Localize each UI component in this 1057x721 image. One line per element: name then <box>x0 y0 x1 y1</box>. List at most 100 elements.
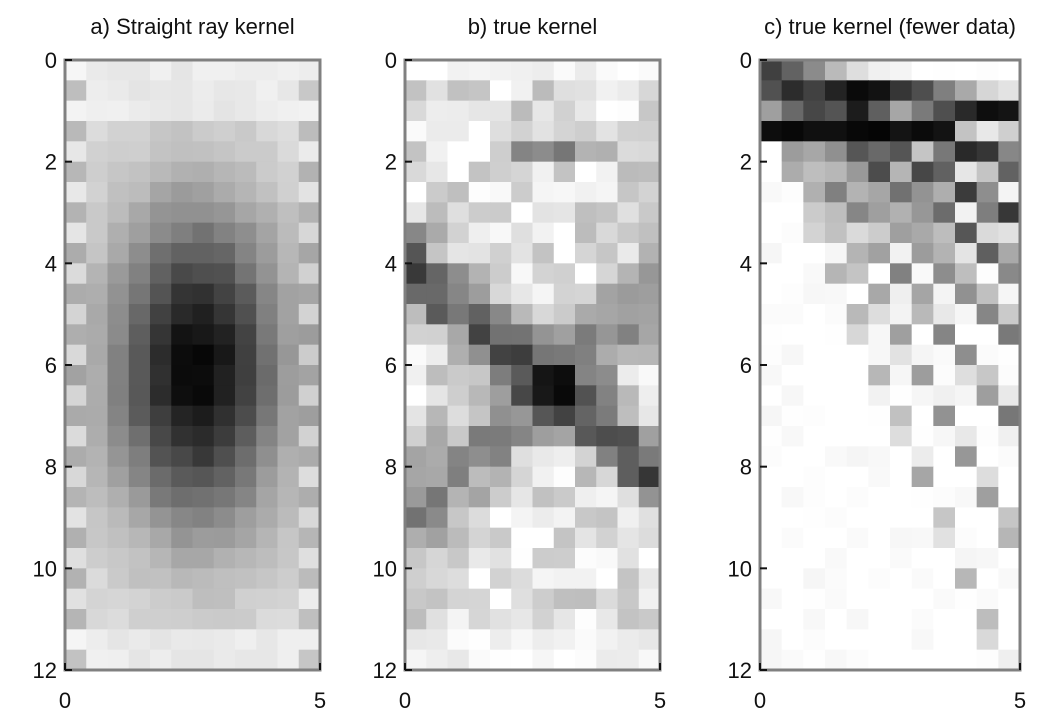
heatmap-cell <box>781 283 804 305</box>
heatmap-cell <box>128 507 151 529</box>
heatmap-cell <box>468 507 491 529</box>
heatmap-cell <box>868 202 891 224</box>
heatmap-cell <box>426 629 449 651</box>
heatmap-cell <box>65 466 87 488</box>
heatmap-cell <box>107 344 130 366</box>
heatmap-cell <box>447 121 470 142</box>
heatmap-cell <box>825 426 848 447</box>
heatmap-cell <box>150 487 172 508</box>
heatmap-cell <box>490 344 512 366</box>
heatmap-cell <box>171 202 194 224</box>
heatmap-cell <box>65 100 87 122</box>
heatmap-cell <box>955 304 978 325</box>
y-tick-label: 8 <box>740 455 752 480</box>
heatmap-cell <box>890 121 913 142</box>
heatmap-cell <box>86 324 109 346</box>
heatmap-cell <box>553 141 576 163</box>
heatmap-cell <box>575 100 597 122</box>
heatmap-cell <box>192 405 215 427</box>
heatmap-cell <box>911 487 934 508</box>
heatmap-cell <box>405 60 427 81</box>
heatmap-cell <box>298 344 321 366</box>
heatmap-cell <box>933 426 956 447</box>
heatmap-cell <box>65 60 87 81</box>
heatmap-cell <box>256 568 279 590</box>
heatmap-cell <box>976 426 999 447</box>
heatmap-cell <box>617 487 640 508</box>
heatmap-cell <box>86 649 109 671</box>
heatmap-cell <box>447 426 470 447</box>
heatmap-cell <box>447 568 470 590</box>
heatmap-cell <box>171 629 194 651</box>
heatmap-cell <box>553 568 576 590</box>
heatmap-cell <box>490 324 512 346</box>
heatmap-cell <box>511 222 534 244</box>
heatmap-cell <box>213 487 236 508</box>
heatmap-cell <box>890 60 913 81</box>
heatmap-cell <box>468 609 491 630</box>
heatmap-cell <box>575 446 597 468</box>
heatmap-cell <box>405 202 427 224</box>
heatmap-cell <box>490 182 512 203</box>
heatmap-cell <box>447 243 470 264</box>
x-tick-label: 5 <box>1014 688 1026 713</box>
heatmap-cell <box>825 365 848 386</box>
heatmap-cell <box>553 344 576 366</box>
heatmap-cell <box>235 100 257 122</box>
heatmap-cell <box>426 588 449 610</box>
heatmap-cell <box>933 365 956 386</box>
heatmap-cell <box>468 121 491 142</box>
heatmap-cell <box>553 80 576 102</box>
heatmap-cell <box>617 649 640 671</box>
heatmap-cell <box>447 283 470 305</box>
heatmap-cell <box>890 629 913 651</box>
heatmap-cell <box>868 446 891 468</box>
heatmap-cell <box>803 609 826 630</box>
heatmap-cell <box>298 405 321 427</box>
y-tick-label: 0 <box>740 48 752 73</box>
heatmap-cell <box>298 80 321 102</box>
heatmap-cell <box>65 202 87 224</box>
heatmap-cell <box>150 283 172 305</box>
heatmap-cell <box>426 649 449 671</box>
heatmap-cell <box>868 405 891 427</box>
heatmap-cell <box>128 324 151 346</box>
heatmap-cell <box>617 466 640 488</box>
heatmap-cell <box>617 405 640 427</box>
heatmap-cell <box>405 527 427 549</box>
heatmap-cell <box>998 609 1021 630</box>
heatmap-cell <box>235 527 257 549</box>
heatmap-cell <box>277 121 300 142</box>
heatmap-cell <box>998 365 1021 386</box>
heatmap-cell <box>976 344 999 366</box>
heatmap-cell <box>553 507 576 529</box>
heatmap-cell <box>171 385 194 407</box>
heatmap-cell <box>846 446 869 468</box>
heatmap-cell <box>107 263 130 285</box>
heatmap-cell <box>553 304 576 325</box>
heatmap-cell <box>128 609 151 630</box>
heatmap-cell <box>65 80 87 102</box>
heatmap-cell <box>933 527 956 549</box>
y-tick-label: 12 <box>373 658 397 683</box>
heatmap-cell <box>998 283 1021 305</box>
heatmap-cell <box>760 527 783 549</box>
heatmap-cell <box>890 385 913 407</box>
heatmap-cell <box>298 222 321 244</box>
heatmap-cell <box>976 100 999 122</box>
heatmap-cell <box>976 121 999 142</box>
heatmap-cell <box>638 304 661 325</box>
heatmap-cell <box>256 60 279 81</box>
heatmap-cell <box>490 243 512 264</box>
heatmap-cell <box>235 344 257 366</box>
heatmap-cell <box>65 141 87 163</box>
heatmap-cell <box>277 426 300 447</box>
heatmap-cell <box>596 80 619 102</box>
heatmap-cell <box>803 568 826 590</box>
heatmap-cell <box>553 426 576 447</box>
heatmap-cell <box>128 100 151 122</box>
heatmap-cell <box>128 426 151 447</box>
heatmap-cell <box>511 243 534 264</box>
heatmap-cell <box>617 60 640 81</box>
heatmap-cell <box>447 446 470 468</box>
